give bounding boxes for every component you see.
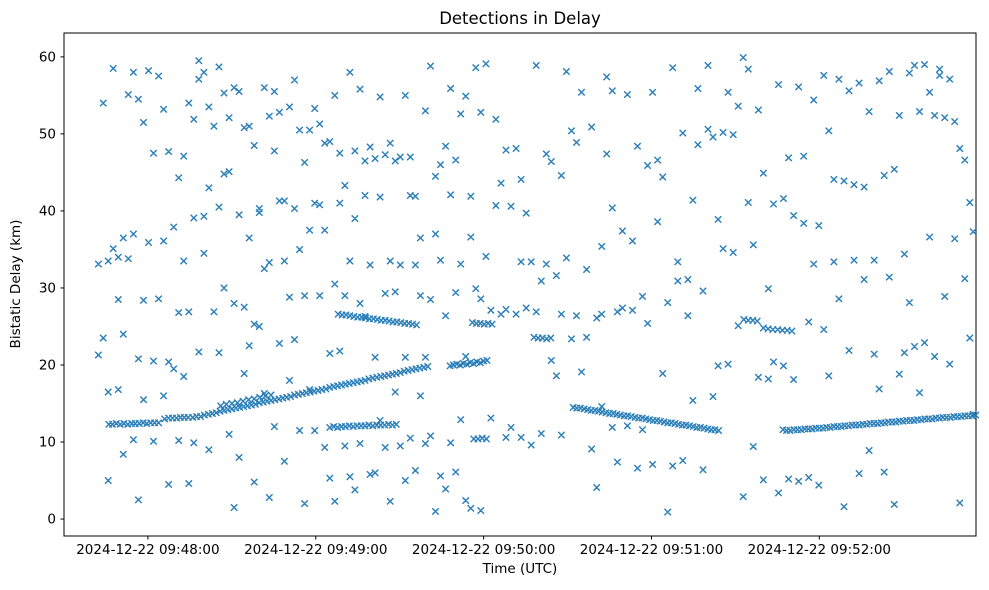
y-tick-label: 60 [39, 49, 56, 65]
x-tick-label: 2024-12-22 09:52:00 [748, 542, 891, 558]
y-tick-label: 0 [47, 512, 56, 528]
y-tick-label: 30 [39, 280, 56, 296]
x-tick-label: 2024-12-22 09:48:00 [76, 542, 219, 558]
axes-spines [63, 32, 977, 537]
x-tick-label: 2024-12-22 09:50:00 [412, 542, 555, 558]
chart-title: Detections in Delay [439, 9, 601, 28]
y-tick-label: 50 [39, 126, 56, 142]
y-axis-label: Bistatic Delay (km) [8, 219, 24, 349]
scatter-x-markers [94, 53, 980, 516]
y-tick-label: 40 [39, 203, 56, 219]
x-axis-label: Time (UTC) [482, 561, 558, 577]
y-tick-label: 10 [39, 435, 56, 451]
x-tick-label: 2024-12-22 09:49:00 [244, 542, 387, 558]
x-tick-label: 2024-12-22 09:51:00 [580, 542, 723, 558]
y-tick-label: 20 [39, 357, 56, 373]
